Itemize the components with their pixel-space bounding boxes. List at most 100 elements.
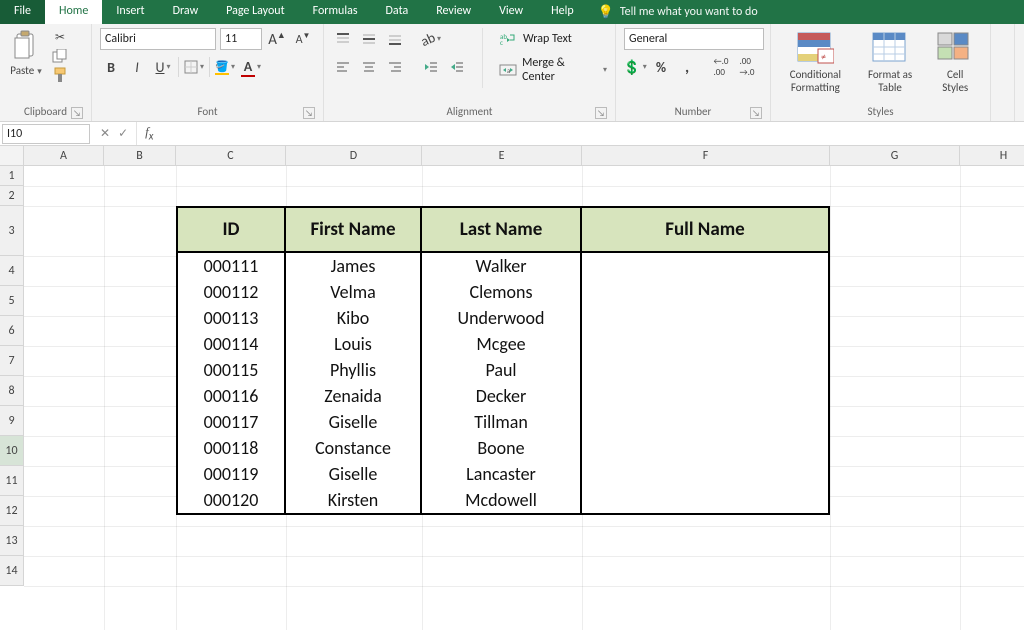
align-bottom-button[interactable] xyxy=(384,28,406,50)
comma-button[interactable]: , xyxy=(676,56,698,78)
number-format-combo[interactable]: General xyxy=(624,28,764,50)
font-size-combo[interactable]: 11 xyxy=(220,28,262,50)
accounting-format-button[interactable]: 💲 xyxy=(624,56,646,78)
table-cell[interactable]: 000114 xyxy=(177,331,285,357)
tab-file[interactable]: File xyxy=(0,0,45,24)
tab-formulas[interactable]: Formulas xyxy=(299,0,372,24)
table-cell[interactable]: Velma xyxy=(285,279,421,305)
align-center-button[interactable] xyxy=(358,56,380,78)
number-dialog-launcher[interactable]: ↘ xyxy=(750,107,762,119)
cell-styles-button[interactable]: Cell Styles xyxy=(928,28,982,94)
column-header[interactable]: E xyxy=(422,146,582,166)
name-box[interactable]: I10 xyxy=(2,124,90,144)
table-cell[interactable]: 000118 xyxy=(177,435,285,461)
row-header[interactable]: 3 xyxy=(0,206,24,256)
increase-font-button[interactable]: A▲ xyxy=(266,28,288,50)
decrease-font-button[interactable]: A▼ xyxy=(292,28,314,50)
column-header[interactable]: B xyxy=(104,146,176,166)
table-cell[interactable]: Clemons xyxy=(421,279,581,305)
font-color-button[interactable]: A xyxy=(240,56,262,78)
row-header[interactable]: 6 xyxy=(0,316,24,346)
table-cell[interactable]: Kirsten xyxy=(285,487,421,514)
column-header[interactable]: A xyxy=(24,146,104,166)
worksheet[interactable]: ABCDEFGH 1234567891011121314 IDFirst Nam… xyxy=(0,146,1024,630)
table-cell[interactable] xyxy=(581,435,829,461)
table-cell[interactable] xyxy=(581,305,829,331)
align-middle-button[interactable] xyxy=(358,28,380,50)
paste-button[interactable]: Paste xyxy=(8,28,44,77)
table-cell[interactable]: Mcgee xyxy=(421,331,581,357)
fx-icon[interactable]: fx xyxy=(137,124,161,143)
tab-page-layout[interactable]: Page Layout xyxy=(212,0,298,24)
column-header[interactable]: G xyxy=(830,146,960,166)
table-cell[interactable]: Louis xyxy=(285,331,421,357)
fill-color-button[interactable]: 🪣 xyxy=(214,56,236,78)
increase-decimal-button[interactable]: ←.0.00 xyxy=(710,56,732,78)
align-left-button[interactable] xyxy=(332,56,354,78)
cancel-formula-button[interactable]: ✕ xyxy=(100,126,110,141)
italic-button[interactable]: I xyxy=(126,56,148,78)
column-header[interactable]: D xyxy=(286,146,422,166)
select-all-corner[interactable] xyxy=(0,146,24,166)
table-cell[interactable]: Boone xyxy=(421,435,581,461)
table-cell[interactable]: Kibo xyxy=(285,305,421,331)
font-name-combo[interactable]: Calibri xyxy=(100,28,216,50)
row-header[interactable]: 7 xyxy=(0,346,24,376)
table-cell[interactable]: Decker xyxy=(421,383,581,409)
table-cell[interactable]: 000120 xyxy=(177,487,285,514)
wrap-text-button[interactable]: abc Wrap Text xyxy=(497,28,607,50)
table-cell[interactable]: Tillman xyxy=(421,409,581,435)
table-cell[interactable]: Zenaida xyxy=(285,383,421,409)
tab-review[interactable]: Review xyxy=(422,0,485,24)
table-cell[interactable] xyxy=(581,461,829,487)
decrease-indent-button[interactable] xyxy=(420,56,442,78)
copy-button[interactable] xyxy=(50,47,70,65)
increase-indent-button[interactable] xyxy=(446,56,468,78)
table-cell[interactable]: 000116 xyxy=(177,383,285,409)
clipboard-dialog-launcher[interactable]: ↘ xyxy=(71,107,83,119)
row-header[interactable]: 14 xyxy=(0,556,24,586)
row-header[interactable]: 4 xyxy=(0,256,24,286)
tab-home[interactable]: Home xyxy=(45,0,102,24)
merge-center-button[interactable]: a Merge & Center xyxy=(497,56,607,84)
decrease-decimal-button[interactable]: .00→.0 xyxy=(736,56,758,78)
table-cell[interactable] xyxy=(581,357,829,383)
row-header[interactable]: 9 xyxy=(0,406,24,436)
align-top-button[interactable] xyxy=(332,28,354,50)
table-cell[interactable]: Constance xyxy=(285,435,421,461)
table-cell[interactable] xyxy=(581,409,829,435)
column-header[interactable]: C xyxy=(176,146,286,166)
row-header[interactable]: 13 xyxy=(0,526,24,556)
table-cell[interactable]: 000115 xyxy=(177,357,285,383)
alignment-dialog-launcher[interactable]: ↘ xyxy=(595,107,607,119)
table-cell[interactable]: Mcdowell xyxy=(421,487,581,514)
row-header[interactable]: 8 xyxy=(0,376,24,406)
table-cell[interactable]: James xyxy=(285,252,421,279)
table-cell[interactable] xyxy=(581,331,829,357)
table-cell[interactable]: 000111 xyxy=(177,252,285,279)
tab-insert[interactable]: Insert xyxy=(102,0,158,24)
orientation-button[interactable]: ab xyxy=(420,28,442,50)
table-cell[interactable]: 000112 xyxy=(177,279,285,305)
table-cell[interactable]: 000113 xyxy=(177,305,285,331)
table-cell[interactable] xyxy=(581,383,829,409)
table-cell[interactable]: Giselle xyxy=(285,409,421,435)
row-header[interactable]: 5 xyxy=(0,286,24,316)
align-right-button[interactable] xyxy=(384,56,406,78)
column-header[interactable]: F xyxy=(582,146,830,166)
table-cell[interactable]: 000117 xyxy=(177,409,285,435)
formula-input[interactable] xyxy=(161,124,1024,144)
row-header[interactable]: 2 xyxy=(0,186,24,206)
borders-button[interactable] xyxy=(183,56,205,78)
enter-formula-button[interactable]: ✓ xyxy=(118,126,128,141)
table-cell[interactable]: Lancaster xyxy=(421,461,581,487)
underline-button[interactable]: U xyxy=(152,56,174,78)
format-as-table-button[interactable]: Format as Table xyxy=(854,28,927,94)
table-cell[interactable] xyxy=(581,252,829,279)
tab-view[interactable]: View xyxy=(485,0,537,24)
row-header[interactable]: 12 xyxy=(0,496,24,526)
row-header[interactable]: 10 xyxy=(0,436,24,466)
table-cell[interactable]: 000119 xyxy=(177,461,285,487)
tab-draw[interactable]: Draw xyxy=(159,0,213,24)
row-header[interactable]: 11 xyxy=(0,466,24,496)
